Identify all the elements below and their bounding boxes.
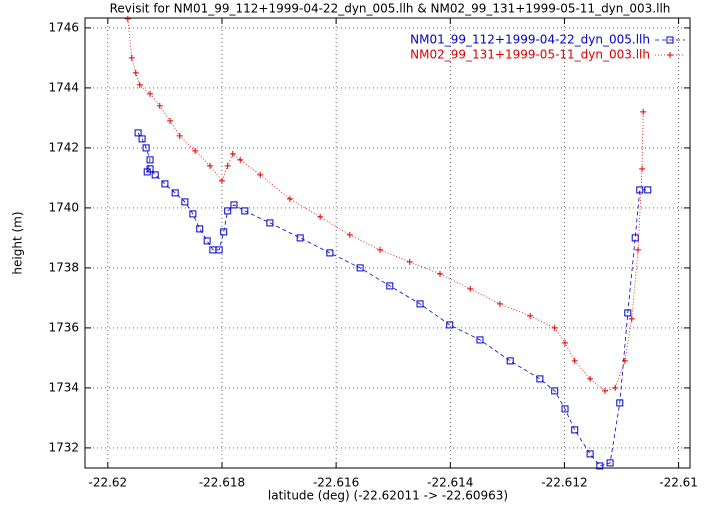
data-point <box>536 375 544 383</box>
data-point <box>326 249 334 257</box>
y-tick-label: 1732 <box>48 440 79 454</box>
data-point <box>136 81 143 88</box>
data-point <box>151 171 159 179</box>
data-point <box>506 357 514 365</box>
data-point <box>640 108 647 115</box>
data-point <box>356 264 364 272</box>
x-tick-label: -22.61 <box>659 476 698 490</box>
legend-label: NM01_99_112+1999-04-22_dyn_005.llh <box>410 33 650 47</box>
data-point <box>551 387 559 395</box>
data-point <box>220 228 228 236</box>
data-point <box>446 321 454 329</box>
data-point <box>527 312 534 319</box>
x-tick-label: -22.612 <box>541 476 587 490</box>
data-point <box>636 186 644 194</box>
data-point <box>192 147 199 154</box>
y-tick-label: 1734 <box>48 380 79 394</box>
data-point <box>317 213 324 220</box>
y-tick-label: 1738 <box>48 260 79 274</box>
data-point <box>571 357 578 364</box>
data-point <box>586 450 594 458</box>
data-point <box>346 231 353 238</box>
data-point <box>644 186 652 194</box>
plot-frame <box>84 17 691 469</box>
data-point <box>437 270 444 277</box>
legend-label: NM02_99_131+1999-05-11_dyn_003.llh <box>410 48 650 62</box>
data-point <box>596 462 604 470</box>
data-point <box>496 300 503 307</box>
data-point <box>406 258 413 265</box>
data-point <box>612 384 619 391</box>
y-tick-label: 1742 <box>48 140 79 154</box>
data-point <box>561 405 569 413</box>
data-point <box>230 201 238 209</box>
data-point <box>189 210 197 218</box>
data-point <box>266 219 274 227</box>
data-point <box>635 246 642 253</box>
data-point <box>218 177 225 184</box>
series-line <box>127 18 644 392</box>
data-point <box>237 156 244 163</box>
data-point <box>161 180 169 188</box>
x-tick-label: -22.614 <box>427 476 473 490</box>
data-point <box>146 156 154 164</box>
data-point <box>616 399 624 407</box>
x-axis-label: latitude (deg) (-22.62011 -> -22.60963) <box>268 489 508 503</box>
data-point <box>286 195 293 202</box>
data-point <box>551 324 558 331</box>
data-point <box>628 315 635 322</box>
y-tick-label: 1746 <box>48 20 79 34</box>
data-point <box>606 459 614 467</box>
legend-marker <box>667 52 673 58</box>
y-tick-label: 1740 <box>48 200 79 214</box>
data-point <box>138 135 146 143</box>
data-point <box>571 426 579 434</box>
data-point <box>257 171 264 178</box>
data-point <box>181 198 189 206</box>
data-point <box>601 387 608 394</box>
data-point <box>562 339 569 346</box>
data-point <box>134 129 142 137</box>
x-tick-label: -22.62 <box>88 476 127 490</box>
data-point <box>296 234 304 242</box>
data-point <box>171 189 179 197</box>
data-point <box>639 165 646 172</box>
data-point <box>224 207 232 215</box>
data-point <box>229 150 236 157</box>
data-point <box>621 357 628 364</box>
data-point <box>147 90 154 97</box>
data-point <box>224 162 231 169</box>
data-point <box>624 309 632 317</box>
x-tick-label: -22.618 <box>199 476 245 490</box>
data-point <box>142 144 150 152</box>
data-point <box>467 285 474 292</box>
data-point <box>215 246 223 254</box>
data-point <box>196 225 204 233</box>
data-point <box>128 54 135 61</box>
data-point <box>146 165 154 173</box>
data-point <box>476 336 484 344</box>
data-point <box>176 132 183 139</box>
data-point <box>156 102 163 109</box>
chart-title: Revisit for NM01_99_112+1999-04-22_dyn_0… <box>110 2 671 16</box>
data-point <box>587 375 594 382</box>
data-point <box>124 15 131 22</box>
data-point <box>386 282 394 290</box>
data-point <box>203 237 211 245</box>
data-point <box>377 246 384 253</box>
data-point <box>132 69 139 76</box>
y-axis-label: height (m) <box>11 211 25 274</box>
data-point <box>241 207 249 215</box>
x-tick-label: -22.616 <box>313 476 359 490</box>
y-tick-label: 1736 <box>48 320 79 334</box>
data-point <box>631 234 639 242</box>
data-point <box>167 117 174 124</box>
series-line <box>137 132 648 467</box>
data-point <box>206 162 213 169</box>
data-point <box>416 300 424 308</box>
y-tick-label: 1744 <box>48 80 79 94</box>
legend-marker <box>666 36 674 44</box>
